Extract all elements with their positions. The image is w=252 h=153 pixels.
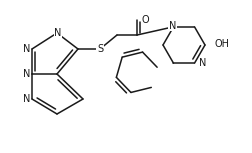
Text: O: O — [141, 15, 149, 25]
Text: N: N — [168, 21, 175, 31]
Text: N: N — [23, 69, 30, 79]
Text: S: S — [97, 44, 103, 54]
Text: N: N — [54, 28, 61, 38]
Text: N: N — [23, 44, 30, 54]
Text: OH: OH — [214, 39, 229, 49]
Text: N: N — [23, 94, 30, 104]
Text: N: N — [199, 58, 206, 68]
